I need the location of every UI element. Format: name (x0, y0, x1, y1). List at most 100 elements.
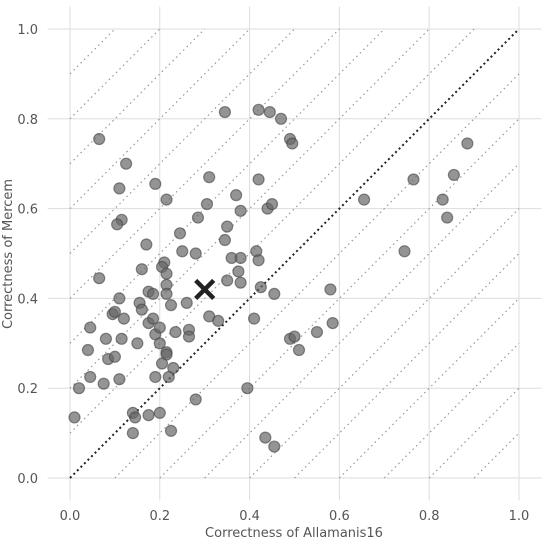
data-point (169, 325, 182, 339)
x-tick-label: 0.8 (419, 509, 440, 524)
data-point (203, 310, 216, 323)
data-point (99, 332, 113, 345)
data-point (286, 137, 299, 150)
data-point (263, 105, 276, 119)
data-point (84, 321, 97, 334)
data-point (461, 137, 474, 150)
data-point (140, 238, 153, 251)
data-point (146, 287, 160, 301)
diagonal-guide-line (69, 28, 340, 299)
mean-marker (194, 278, 216, 301)
data-point (191, 211, 205, 224)
grid-layer (47, 6, 542, 501)
data-point (234, 276, 247, 289)
data-point (153, 337, 166, 350)
data-point (162, 370, 175, 384)
data-point (164, 299, 178, 312)
data-point (447, 168, 460, 182)
data-point (149, 370, 162, 384)
y-tick-label: 0.2 (17, 382, 38, 397)
data-point (407, 173, 420, 186)
data-point (436, 193, 449, 206)
data-point (115, 332, 128, 345)
data-point (230, 189, 243, 202)
data-point (221, 220, 234, 233)
data-point (398, 245, 411, 258)
data-point (180, 296, 193, 309)
diagonal-guide-line (204, 163, 520, 479)
data-point (113, 292, 126, 305)
data-point (108, 305, 122, 318)
diagonal-guides (69, 28, 520, 479)
diagonal-guide-line (383, 342, 520, 479)
data-point (164, 424, 178, 437)
diagonal-guide-line (428, 387, 520, 479)
data-point (153, 321, 166, 334)
x-tick-label: 0.2 (149, 509, 170, 524)
data-point (97, 377, 110, 390)
data-point (310, 325, 324, 339)
data-point (160, 193, 173, 206)
data-point (108, 350, 122, 363)
diagonal-guide-line (249, 208, 520, 479)
data-point (241, 382, 254, 395)
data-point (218, 105, 232, 119)
data-point (142, 409, 155, 422)
y-tick-label: 0.8 (17, 113, 38, 128)
data-point (176, 245, 189, 258)
data-point (357, 193, 371, 206)
data-point (265, 198, 279, 211)
data-point (254, 281, 267, 294)
data-point (221, 274, 234, 287)
data-point (126, 427, 139, 440)
data-point (113, 373, 126, 386)
data-point (113, 182, 126, 195)
data-point (268, 440, 281, 453)
x-tick-label: 0.6 (329, 509, 350, 524)
x-tick-labels: 0.0 0.2 0.4 0.6 0.8 1.0 (60, 509, 530, 524)
data-point (182, 330, 196, 343)
y-tick-label: 0.4 (17, 292, 38, 307)
data-point (135, 263, 148, 276)
data-point (259, 431, 272, 444)
data-point (268, 287, 281, 301)
x-tick-label: 0.0 (60, 509, 81, 524)
data-point (189, 247, 202, 260)
y-tick-labels: 0.0 0.2 0.4 0.6 0.8 1.0 (17, 23, 38, 487)
data-point (292, 343, 306, 357)
data-point (218, 233, 232, 247)
diagonal-guide-line (69, 28, 385, 344)
data-point (135, 303, 148, 316)
data-point (153, 406, 166, 419)
data-point (129, 411, 142, 424)
diagonal-guide-line (114, 73, 520, 479)
data-point (146, 312, 160, 325)
points-layer (68, 103, 474, 453)
y-tick-label: 0.0 (17, 472, 38, 487)
data-point (160, 287, 173, 301)
data-point (72, 382, 86, 395)
x-tick-label: 1.0 (509, 509, 530, 524)
data-point (131, 337, 144, 350)
y-tick-label: 1.0 (17, 23, 38, 38)
identity-line (69, 28, 520, 479)
data-point (326, 316, 339, 330)
x-tick-label: 0.4 (239, 509, 260, 524)
data-point (81, 343, 95, 357)
data-point (173, 227, 187, 240)
mean-marker-stroke (194, 278, 216, 301)
data-point (155, 357, 169, 370)
data-point (84, 370, 97, 384)
y-axis-label: Correctness of Mercem (1, 179, 16, 329)
data-point (252, 103, 265, 116)
diagonal-guide-line (69, 28, 206, 165)
data-point (111, 218, 124, 231)
data-point (324, 283, 337, 296)
data-point (117, 312, 130, 325)
data-point (189, 393, 202, 406)
data-point (252, 254, 265, 267)
data-point (274, 112, 288, 125)
diagonal-guide-line (69, 28, 475, 434)
data-point (149, 177, 162, 191)
